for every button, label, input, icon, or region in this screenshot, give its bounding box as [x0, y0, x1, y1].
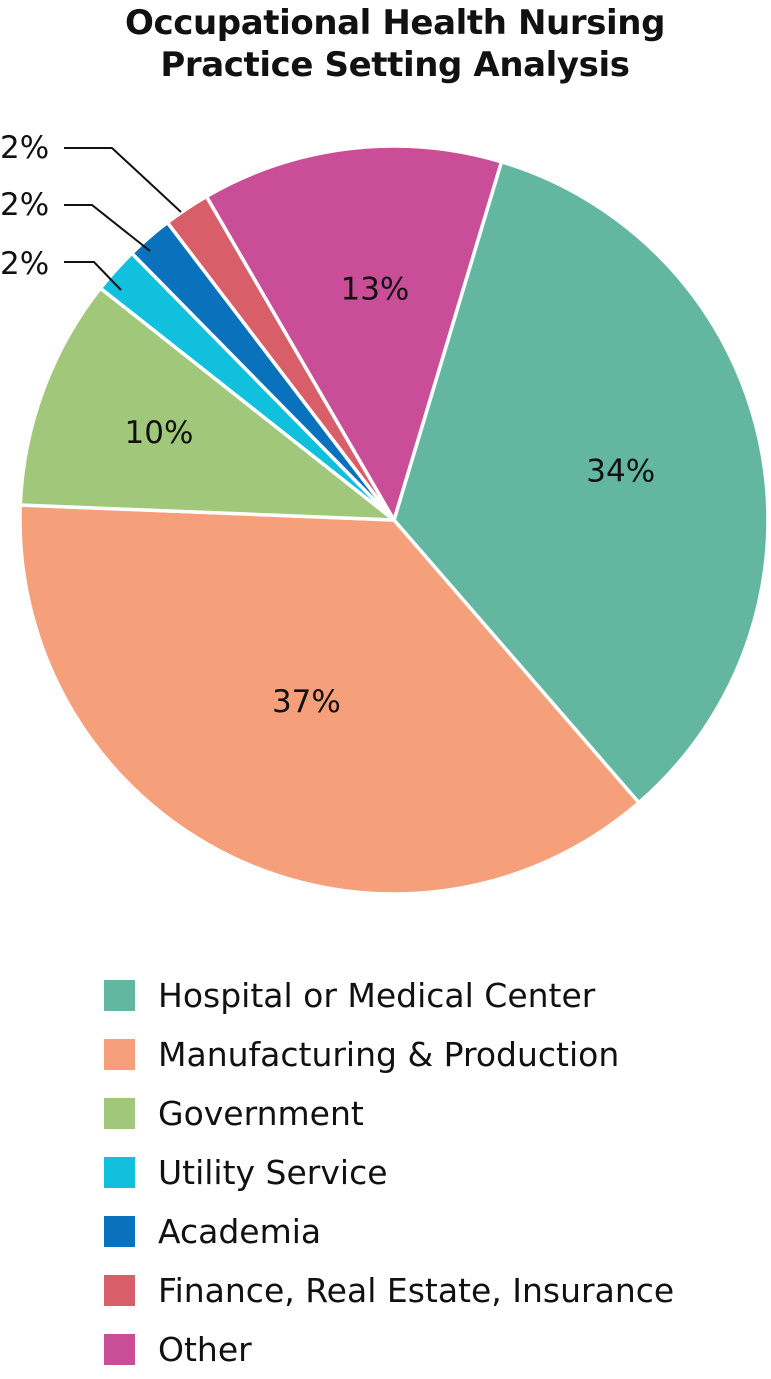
slice-value-label: 34%	[586, 453, 655, 489]
chart-title-line-2: Practice Setting Analysis	[160, 45, 630, 85]
legend-swatch	[104, 980, 135, 1011]
legend-item: Hospital or Medical Center	[104, 966, 674, 1025]
legend-item: Government	[104, 1084, 674, 1143]
slice-value-label: 2%	[0, 187, 49, 223]
legend-swatch	[104, 1157, 135, 1188]
callout-leader-line	[64, 204, 151, 252]
legend-label: Academia	[158, 1212, 322, 1251]
slice-value-label: 2%	[0, 130, 49, 166]
legend-label: Hospital or Medical Center	[158, 976, 596, 1015]
pie-slice-hospital-or-medical-center	[392, 160, 770, 805]
legend-swatch	[104, 1216, 135, 1247]
pie-slice-government	[18, 286, 396, 522]
pie-chart: 34% 37% 10% 2% 2% 2% 13%	[0, 130, 770, 896]
slice-value-label: 13%	[340, 272, 409, 308]
legend-swatch	[104, 1039, 135, 1070]
legend-item: Other	[104, 1320, 674, 1379]
slice-value-label: 2%	[0, 246, 49, 282]
pie-labels: 34% 37% 10% 2% 2% 2% 13%	[0, 130, 655, 720]
legend-item: Finance, Real Estate, Insurance	[104, 1261, 674, 1320]
legend-label: Utility Service	[158, 1153, 388, 1192]
legend-item: Utility Service	[104, 1143, 674, 1202]
legend-label: Other	[158, 1330, 252, 1369]
callout-leader-line	[64, 147, 182, 213]
chart-title-line-1: Occupational Health Nursing	[124, 3, 666, 43]
legend-item: Academia	[104, 1202, 674, 1261]
legend-swatch	[104, 1275, 135, 1306]
legend-label: Government	[158, 1094, 364, 1133]
pie-slice-manufacturing-production	[18, 503, 641, 896]
legend-label: Manufacturing & Production	[158, 1035, 620, 1074]
slice-value-label: 37%	[272, 684, 341, 720]
legend-swatch	[104, 1334, 135, 1365]
callout-leader-line	[64, 261, 122, 291]
legend-item: Manufacturing & Production	[104, 1025, 674, 1084]
slice-value-label: 10%	[125, 415, 194, 451]
pie-slice-other	[204, 144, 504, 522]
legend-label: Finance, Real Estate, Insurance	[158, 1271, 675, 1310]
pie-slices	[18, 144, 770, 896]
chart-title: Occupational Health Nursing Practice Set…	[0, 2, 771, 86]
legend: Hospital or Medical Center Manufacturing …	[104, 966, 674, 1379]
legend-swatch	[104, 1098, 135, 1129]
